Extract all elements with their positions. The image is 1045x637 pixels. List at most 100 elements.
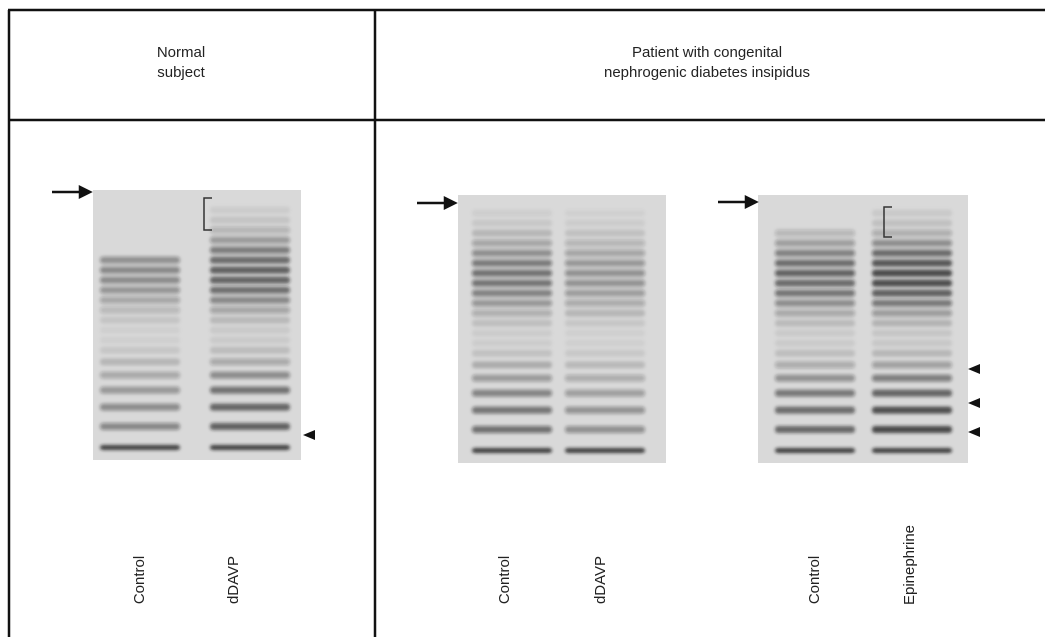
- band: [872, 329, 952, 337]
- band: [872, 289, 952, 297]
- band: [565, 374, 645, 382]
- band: [775, 299, 855, 307]
- band: [472, 269, 552, 277]
- band: [100, 306, 180, 314]
- band: [565, 319, 645, 327]
- band: [210, 386, 290, 394]
- band: [775, 239, 855, 247]
- band: [775, 406, 855, 414]
- gels: [93, 190, 968, 463]
- band: [100, 326, 180, 334]
- band: [775, 289, 855, 297]
- band: [565, 279, 645, 287]
- gel: [93, 190, 301, 460]
- band: [472, 329, 552, 337]
- band: [775, 349, 855, 357]
- band: [472, 239, 552, 247]
- band: [872, 219, 952, 227]
- lane-label: Epinephrine: [901, 525, 918, 605]
- band: [472, 339, 552, 347]
- band: [872, 269, 952, 277]
- band: [472, 389, 552, 397]
- band: [100, 423, 180, 430]
- band: [210, 226, 290, 234]
- band: [472, 448, 552, 453]
- band: [775, 229, 855, 237]
- band: [872, 361, 952, 369]
- band: [872, 279, 952, 287]
- band: [775, 259, 855, 267]
- band: [472, 319, 552, 327]
- arrowheads: [303, 364, 980, 440]
- band: [472, 219, 552, 227]
- band: [210, 316, 290, 324]
- band: [210, 286, 290, 294]
- band: [210, 256, 290, 264]
- band: [472, 406, 552, 414]
- band: [565, 349, 645, 357]
- band: [210, 266, 290, 274]
- band: [775, 309, 855, 317]
- band: [100, 256, 180, 264]
- lane-label: Control: [131, 556, 148, 604]
- band: [100, 386, 180, 394]
- band: [872, 349, 952, 357]
- band: [872, 259, 952, 267]
- band: [565, 339, 645, 347]
- band: [775, 249, 855, 257]
- band: [472, 361, 552, 369]
- band: [210, 371, 290, 379]
- band: [872, 406, 952, 414]
- band: [775, 374, 855, 382]
- lane-label: dDAVP: [225, 556, 242, 604]
- band: [565, 389, 645, 397]
- band: [210, 276, 290, 284]
- band: [210, 403, 290, 411]
- band: [472, 349, 552, 357]
- band: [100, 286, 180, 294]
- band: [872, 229, 952, 237]
- panel-title: subject: [157, 64, 205, 81]
- band: [472, 374, 552, 382]
- band: [100, 371, 180, 379]
- band: [775, 279, 855, 287]
- band: [210, 445, 290, 450]
- band: [565, 289, 645, 297]
- panel-title: Normal: [157, 44, 205, 61]
- band: [565, 406, 645, 414]
- band: [472, 259, 552, 267]
- band: [565, 239, 645, 247]
- band: [872, 339, 952, 347]
- band: [210, 246, 290, 254]
- band: [775, 339, 855, 347]
- band: [472, 279, 552, 287]
- band: [565, 329, 645, 337]
- panel-title: nephrogenic diabetes insipidus: [604, 64, 810, 81]
- band: [210, 216, 290, 224]
- bands: [100, 206, 290, 450]
- band: [210, 423, 290, 430]
- band: [775, 269, 855, 277]
- band: [872, 319, 952, 327]
- band: [210, 336, 290, 344]
- panel-title: Patient with congenital: [632, 44, 782, 61]
- band: [210, 346, 290, 354]
- band: [565, 361, 645, 369]
- band: [472, 249, 552, 257]
- band: [872, 209, 952, 217]
- band: [872, 249, 952, 257]
- band: [872, 389, 952, 397]
- band: [565, 309, 645, 317]
- lane-label: dDAVP: [592, 556, 609, 604]
- band: [872, 374, 952, 382]
- band: [210, 206, 290, 214]
- band: [775, 426, 855, 433]
- band: [472, 309, 552, 317]
- band: [210, 296, 290, 304]
- band: [775, 389, 855, 397]
- band: [775, 448, 855, 453]
- band: [775, 361, 855, 369]
- band: [565, 426, 645, 433]
- band: [472, 209, 552, 217]
